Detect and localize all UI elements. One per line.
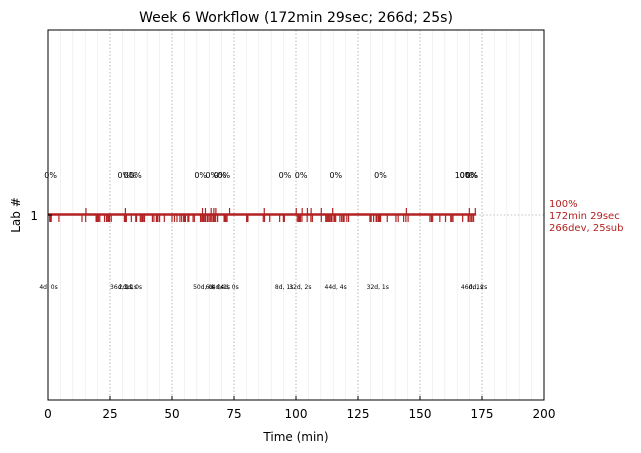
x-tick-label: 50	[164, 407, 179, 421]
percent-label: 100%	[455, 171, 478, 180]
percent-label: 0%	[279, 171, 292, 180]
x-axis-label: Time (min)	[262, 430, 328, 444]
dev-sub-label: 32d, 2s	[289, 284, 311, 291]
percent-label: 0%	[44, 171, 57, 180]
dev-sub-label: 0d, 2s	[469, 284, 487, 291]
y-axis-label: Lab #	[9, 197, 23, 233]
dev-sub-label: 3d, 0s	[124, 284, 142, 291]
percent-label: 0%	[214, 171, 227, 180]
x-tick-label: 75	[226, 407, 241, 421]
chart-title: Week 6 Workflow (172min 29sec; 266d; 25s…	[139, 10, 453, 26]
percent-label: 0%	[460, 171, 473, 180]
dev-sub-label: 2d, 1s	[119, 284, 137, 291]
percent-label: 0%	[194, 171, 207, 180]
x-tick-label: 150	[409, 407, 432, 421]
y-axis-ticks: 1	[30, 209, 52, 223]
dev-sub-label: 50d, 0s	[193, 284, 215, 291]
dev-sub-label: 6d, 0s	[205, 284, 223, 291]
dev-sub-label: 4d, 0s	[39, 284, 57, 291]
percent-label: 0%	[217, 171, 230, 180]
dev-sub-label: 32d, 1s	[367, 284, 389, 291]
x-tick-label: 175	[471, 407, 494, 421]
percent-label: 0%	[465, 171, 478, 180]
x-axis-ticks: 0 25 50 75 100 125 150 175 200	[44, 396, 555, 421]
x-tick-label: 125	[347, 407, 370, 421]
lab-summary-line: 266dev, 25sub	[549, 223, 623, 234]
dev-sub-label: 4d, 0s	[220, 284, 238, 291]
x-tick-label: 25	[102, 407, 117, 421]
lab-summary-line: 172min 29sec	[549, 211, 620, 222]
x-tick-label: 100	[285, 407, 308, 421]
percent-label: 0%	[117, 171, 130, 180]
dev-sub-label: 8d, 1s	[275, 284, 293, 291]
dev-sub-label: 36d, 1s	[110, 284, 132, 291]
percent-label: 0%	[205, 171, 218, 180]
dev-sub-label: 4d, 1s	[212, 284, 230, 291]
dev-sub-label: 44d, 4s	[325, 284, 347, 291]
chart-marks: 0% 0%0%0% 0%0%0%0% 0% 0% 0% 0% 100%0%0%4d, 0s 36…	[39, 171, 544, 291]
y-tick-label: 1	[30, 209, 38, 223]
percent-label: 0%	[374, 171, 387, 180]
lab-summary-line: 100%	[549, 199, 578, 210]
percent-label: 0%	[295, 171, 308, 180]
percent-label: 0%	[124, 171, 137, 180]
x-tick-label: 0	[44, 407, 52, 421]
percent-label: 0%	[329, 171, 342, 180]
percent-label: 0%	[129, 171, 142, 180]
x-tick-label: 200	[533, 407, 556, 421]
dev-sub-label: 46d, 1s	[461, 284, 483, 291]
